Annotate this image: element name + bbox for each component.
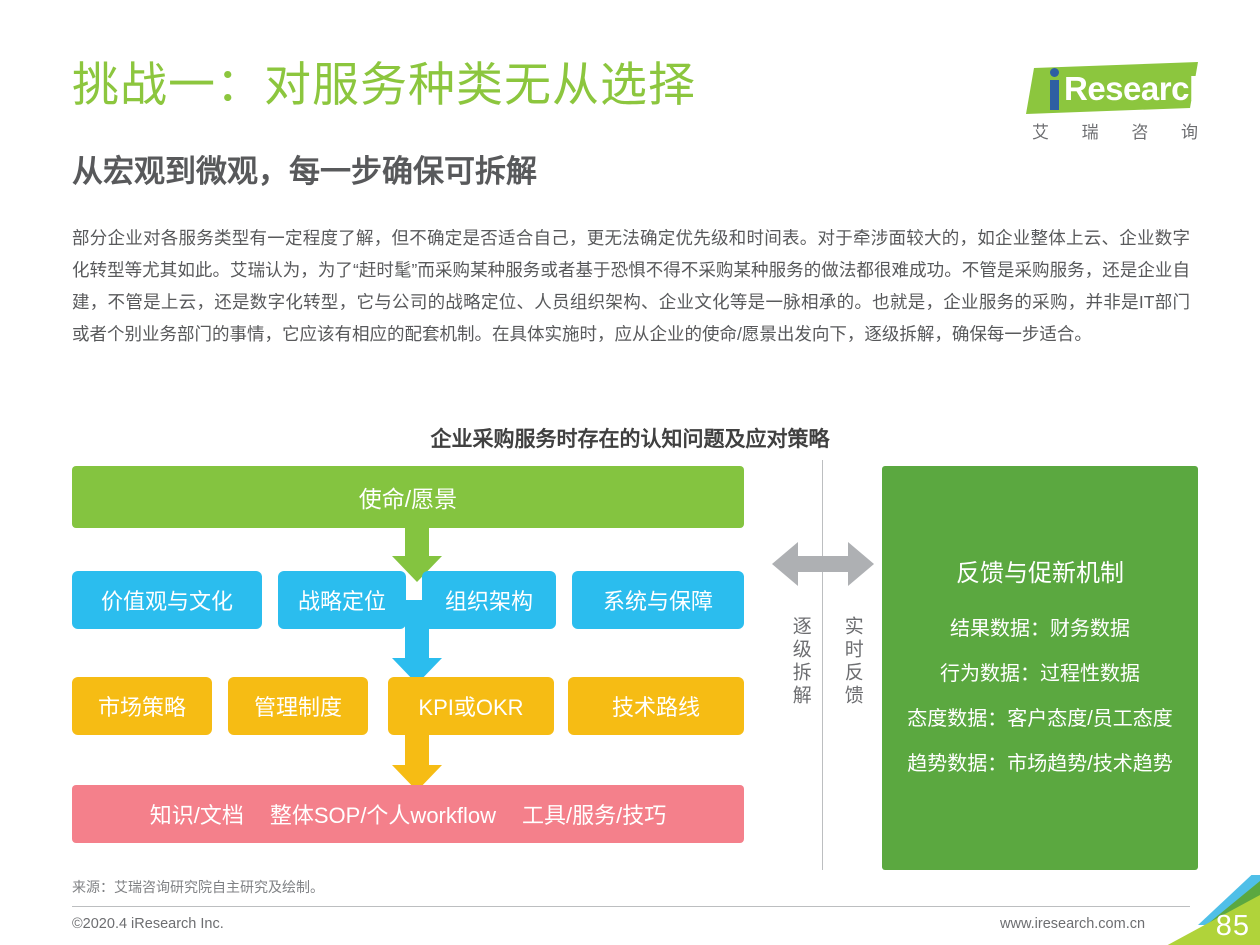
diagram-box-kpi-okr: KPI或OKR (388, 677, 554, 735)
arrow-down-blue-icon (392, 600, 442, 686)
page-subtitle: 从宏观到微观，每一步确保可拆解 (72, 154, 537, 189)
logo-cn-char-2: 咨 (1131, 123, 1149, 142)
logo-chinese-name: 艾 瑞 咨 询 (1032, 118, 1198, 143)
double-arrow-icon (772, 542, 874, 586)
diagram-box-tech-roadmap: 技术路线 (568, 677, 744, 735)
corner-triangle-light-green (1164, 895, 1260, 945)
corner-decoration: 85 (1144, 875, 1260, 945)
chart-title: 企业采购服务时存在的认知问题及应对策略 (430, 428, 830, 451)
page-title: 挑战一：对服务种类无从选择 (72, 58, 696, 111)
logo-cn-char-1: 瑞 (1081, 123, 1099, 142)
logo-cn-char-0: 艾 (1032, 123, 1049, 142)
logo-cn-char-3: 询 (1180, 123, 1198, 142)
logo-wordmark: Research (1064, 70, 1209, 107)
operations-item-knowledge: 知识/文档 (149, 803, 244, 828)
copyright-text: ©2020.4 iResearch Inc. (72, 916, 224, 932)
diagram-middle-column: 逐级拆解 实时反馈 (762, 460, 882, 870)
iresearch-logo: Research 艾 瑞 咨 询 (1026, 62, 1209, 146)
feedback-line-attitude: 态度数据：客户态度/员工态度 (907, 707, 1173, 730)
diagram-box-operations: 知识/文档 整体SOP/个人workflow 工具/服务/技巧 (72, 785, 744, 843)
diagram-box-management-system: 管理制度 (228, 677, 368, 735)
flow-label-realtime-feedback: 实时反馈 (841, 616, 863, 708)
feedback-mechanism-panel: 反馈与促新机制 结果数据：财务数据 行为数据：过程性数据 态度数据：客户态度/员… (882, 466, 1198, 870)
feedback-line-behavior: 行为数据：过程性数据 (940, 662, 1140, 685)
flow-label-decompose: 逐级拆解 (789, 616, 811, 708)
diagram-box-values-culture: 价值观与文化 (72, 571, 262, 629)
feedback-line-trend: 趋势数据：市场趋势/技术趋势 (907, 752, 1173, 775)
feedback-panel-title: 反馈与促新机制 (956, 559, 1124, 587)
body-paragraph: 部分企业对各服务类型有一定程度了解，但不确定是否适合自己，更无法确定优先级和时间… (72, 228, 1190, 344)
operations-item-sop: 整体SOP/个人workflow (269, 803, 497, 828)
diagram-box-strategic-positioning: 战略定位 (278, 571, 406, 629)
diagram-box-mission: 使命/愿景 (72, 466, 744, 528)
diagram-box-systems-support: 系统与保障 (572, 571, 744, 629)
vertical-divider (822, 460, 823, 870)
diagram-box-market-strategy: 市场策略 (72, 677, 212, 735)
logo-i-stem-icon (1050, 80, 1059, 110)
page-number: 85 (1215, 910, 1250, 942)
strategy-cascade-diagram: 使命/愿景 价值观与文化 战略定位 组织架构 系统与保障 市场策略 管理制度 K… (72, 460, 1198, 870)
website-link[interactable]: www.iresearch.com.cn (1000, 916, 1146, 932)
source-note: 来源：艾瑞咨询研究院自主研究及绘制。 (72, 879, 324, 895)
footer-divider (72, 906, 1190, 907)
diagram-box-org-structure: 组织架构 (422, 571, 556, 629)
logo-parallelogram-shape (1026, 62, 1198, 114)
logo-i-dot-icon (1050, 68, 1059, 77)
operations-item-tools: 工具/服务/技巧 (522, 803, 667, 828)
feedback-line-result: 结果数据：财务数据 (950, 617, 1130, 640)
